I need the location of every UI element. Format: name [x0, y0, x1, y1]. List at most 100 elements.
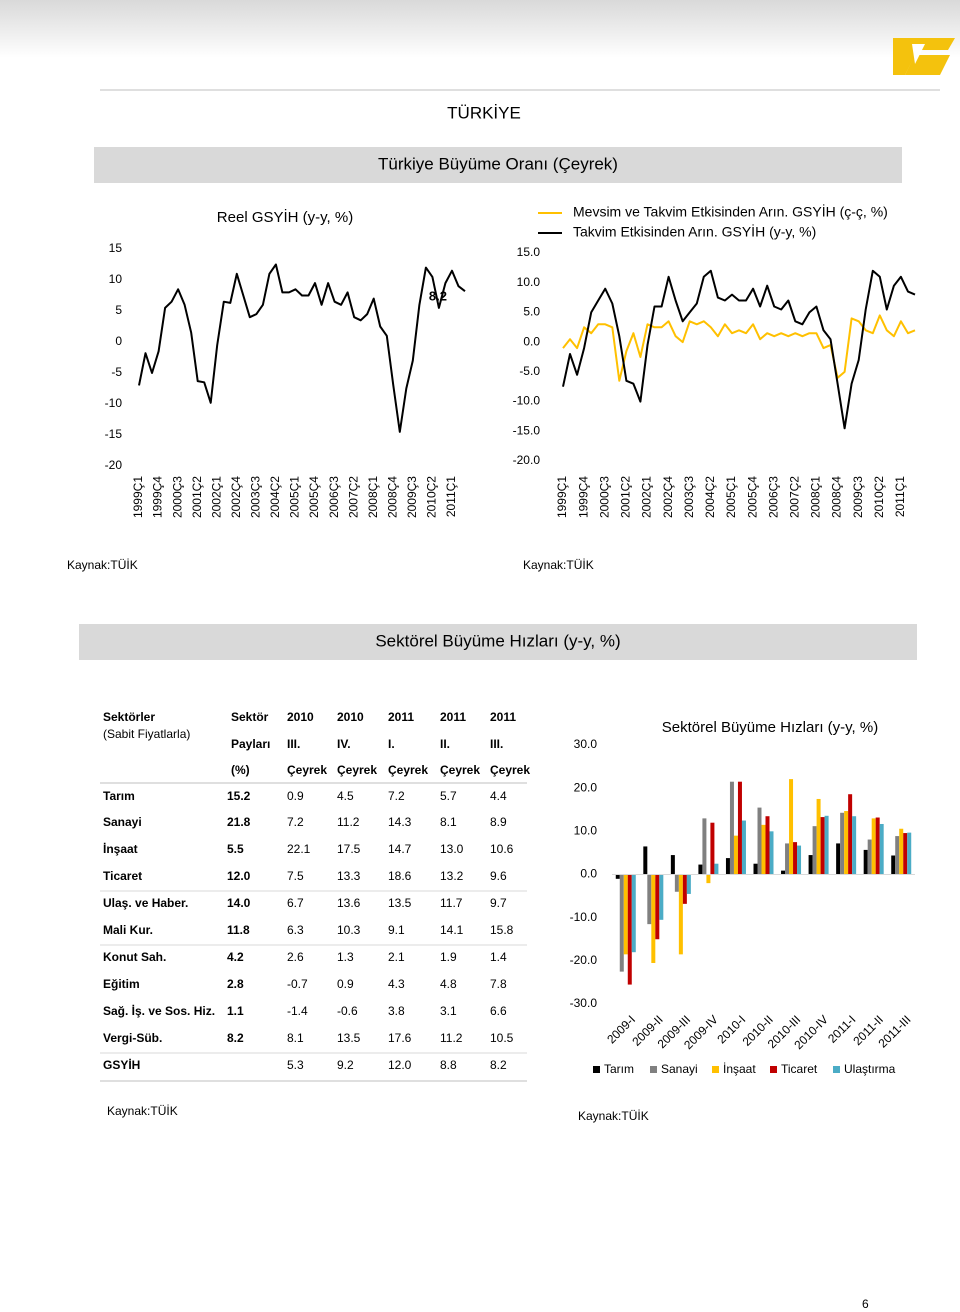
table-header: Çeyrek	[388, 763, 428, 777]
table-cell: 11.8	[227, 923, 250, 937]
y-tick-label: -10.0	[513, 394, 541, 408]
table-cell: 9.6	[490, 869, 507, 883]
bar	[863, 849, 868, 875]
bar	[871, 818, 876, 875]
table-cell: 14.3	[388, 815, 412, 829]
x-tick-label: 2008Ç1	[809, 476, 823, 518]
x-tick-label: 2011Ç1	[444, 476, 458, 517]
logo	[893, 38, 955, 75]
bar	[808, 855, 813, 875]
legend-label: Tarım	[604, 1062, 634, 1076]
section-title: Sektörel Büyüme Hızları (y-y, %)	[375, 631, 620, 650]
bar	[674, 874, 679, 892]
x-tick-label: 2006Ç3	[327, 476, 341, 518]
bar	[757, 807, 762, 875]
x-tick-label: 2009Ç3	[851, 476, 865, 518]
table-cell: 7.5	[287, 869, 304, 883]
x-tick-label: 2001Ç2	[190, 476, 204, 518]
table-cell: 18.6	[388, 869, 412, 883]
table-cell: 9.1	[388, 923, 405, 937]
x-tick-label: 2001Ç2	[619, 476, 633, 518]
table-cell: 6.3	[287, 923, 304, 937]
bar	[753, 863, 758, 875]
bar	[619, 874, 624, 972]
table-header: 2011	[388, 710, 414, 724]
bar	[879, 823, 884, 875]
table-cell: 13.6	[337, 896, 361, 910]
table-cell: 13.5	[337, 1031, 361, 1045]
table-cell: 14.7	[388, 842, 412, 856]
bar	[647, 874, 652, 925]
legend-label: Takvim Etkisinden Arın. GSYİH (y-y, %)	[573, 223, 816, 240]
bar	[702, 818, 707, 875]
bar	[682, 874, 687, 904]
bar	[698, 864, 703, 875]
y-tick-label: 30.0	[574, 737, 598, 751]
source: Kaynak:TÜİK	[523, 558, 594, 572]
table-cell: 4.4	[490, 789, 507, 803]
table-cell: 6.7	[287, 896, 304, 910]
table-cell: 5.3	[287, 1058, 304, 1072]
bar	[710, 822, 715, 875]
bar	[686, 874, 691, 894]
bar	[670, 855, 675, 875]
table-cell: 10.3	[337, 923, 361, 937]
chart-title: Reel GSYİH (y-y, %)	[217, 208, 353, 226]
bar	[741, 820, 746, 875]
bar	[631, 874, 636, 953]
table-header: IV.	[337, 737, 351, 751]
bar	[895, 836, 900, 875]
bar	[781, 870, 786, 875]
table-cell: -1.4	[287, 1004, 308, 1018]
x-tick-label: 2007Ç2	[346, 476, 360, 518]
y-tick-label: 5.0	[523, 305, 540, 319]
bar	[615, 874, 620, 879]
x-tick-label: 1999Ç4	[151, 476, 165, 518]
x-tick-label: 2008Ç4	[385, 476, 399, 518]
table-cell: 12.0	[388, 1058, 412, 1072]
y-tick-label: 0	[115, 334, 122, 348]
table-cell: Sağ. İş. ve Sos. Hiz.	[103, 1003, 215, 1018]
table-cell: 8.9	[490, 815, 507, 829]
table-cell: Konut Sah.	[103, 950, 166, 964]
table-header: Çeyrek	[440, 763, 480, 777]
table-cell: 11.2	[337, 815, 360, 829]
x-tick-label: 2005Ç4	[307, 476, 321, 518]
legend-label: Ticaret	[781, 1062, 818, 1076]
source: Kaynak:TÜİK	[578, 1109, 649, 1123]
legend-label: Sanayi	[661, 1062, 698, 1076]
bar	[816, 798, 821, 875]
table-cell: 1.9	[440, 950, 457, 964]
legend-swatch	[593, 1066, 600, 1073]
table-cell: 8.2	[490, 1058, 507, 1072]
bar	[875, 817, 880, 875]
x-tick-label: 2002Ç1	[640, 476, 654, 518]
table-cell: 8.8	[440, 1058, 457, 1072]
table-header: I.	[388, 737, 395, 751]
table-cell: Eğitim	[103, 977, 140, 991]
x-tick-label: 2000Ç3	[170, 476, 184, 518]
table-cell: 5.7	[440, 789, 457, 803]
bar	[627, 874, 632, 985]
bar	[899, 828, 904, 875]
bar	[733, 835, 738, 875]
x-tick-label: 2010Ç2	[425, 476, 439, 518]
legend-swatch	[833, 1066, 840, 1073]
table-header: 2010	[337, 710, 364, 724]
table-cell: 22.1	[287, 842, 311, 856]
y-tick-label: 15	[109, 241, 123, 255]
x-tick-label: 2005Ç1	[288, 476, 302, 518]
table-cell: 1.1	[227, 1004, 244, 1018]
table-cell: -0.6	[337, 1004, 358, 1018]
y-tick-label: -15	[105, 427, 123, 441]
table-cell: 1.3	[337, 950, 354, 964]
table-cell: 4.5	[337, 789, 354, 803]
table-header: Payları	[231, 737, 270, 751]
table-header: 2010	[287, 710, 314, 724]
table-header: III.	[490, 737, 503, 751]
y-tick-label: 15.0	[517, 245, 541, 259]
bar	[623, 874, 628, 955]
y-tick-label: -30.0	[570, 996, 598, 1010]
